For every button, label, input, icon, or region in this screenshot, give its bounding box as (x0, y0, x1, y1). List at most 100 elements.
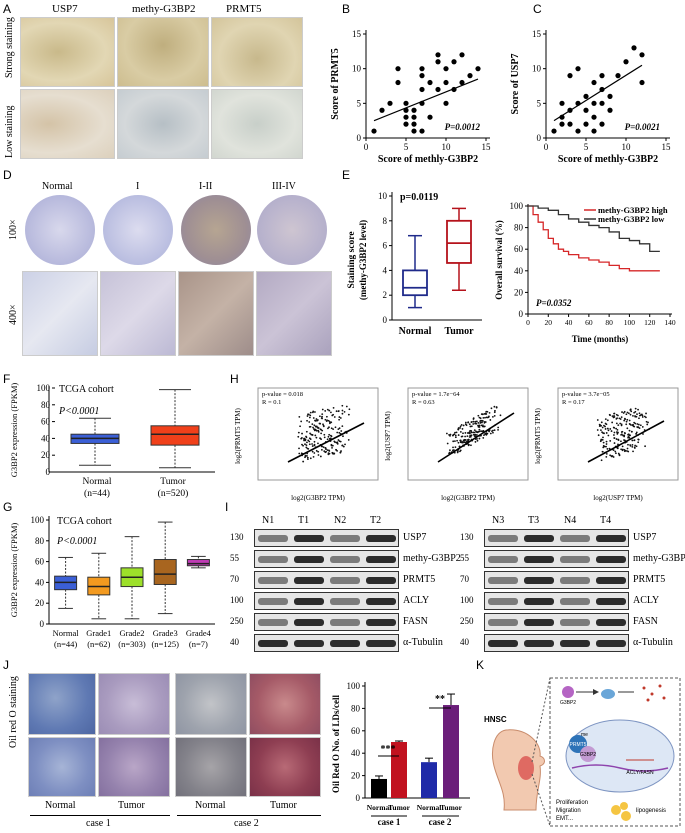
scatter-point (631, 45, 637, 51)
scatter-point (625, 413, 628, 416)
scatter-point (297, 431, 300, 434)
panel-f-label: F (3, 372, 11, 386)
scatter-point (435, 52, 441, 58)
scatter-point (311, 443, 313, 445)
scatter-point (493, 405, 496, 408)
scatter-point (339, 417, 342, 419)
scatter-point (456, 439, 459, 442)
scatter-point (302, 444, 304, 447)
scatter-point (477, 414, 480, 417)
panel-f-ylabel: G3BP2 expression (FPKM) (9, 383, 19, 478)
km-series-line (528, 205, 660, 272)
scatter-point (621, 445, 624, 448)
blot-band (488, 598, 518, 605)
panel-e-ylabel-2: (methy-G3BP2 level) (358, 220, 368, 300)
blot-strip (254, 529, 399, 547)
bar-category-label: Normal (417, 803, 442, 812)
panel-k-out-4: lipogenesis (636, 808, 666, 814)
box-body (150, 425, 200, 446)
panel-k-me: me (581, 732, 588, 738)
blot-band (560, 535, 590, 542)
scatter-point (616, 447, 619, 450)
scatter-point (616, 433, 619, 435)
scatter-point (448, 433, 450, 436)
x-tick-label: 60 (585, 318, 593, 327)
blot-band (524, 556, 554, 563)
panel-f-cat-normal: Normal (82, 477, 111, 487)
scatter-point (623, 431, 626, 434)
scatter-point (472, 431, 475, 434)
scatter-point (605, 432, 608, 434)
scatter-point (470, 430, 473, 432)
lane-label: T2 (370, 515, 382, 526)
category-label: Normal (53, 628, 80, 638)
scatter-point (319, 415, 321, 418)
category-count: (n=125) (151, 639, 179, 649)
scatter-point (459, 450, 461, 453)
scatter-point (628, 436, 631, 439)
y-tick-label: 20 (35, 598, 45, 608)
blot-band (366, 640, 396, 647)
scatter-point (474, 433, 477, 436)
scatter-point (620, 440, 622, 443)
scatter-point (306, 455, 308, 457)
axis-label: log2(USP7 TPM) (384, 411, 392, 461)
panel-c-xlabel: Score of methly-G3BP2 (558, 154, 658, 165)
scatter-point (341, 409, 344, 412)
scatter-point (338, 431, 341, 434)
blot-strip (484, 634, 629, 652)
scatter-point (457, 427, 460, 429)
scatter-point (627, 443, 629, 446)
scatter-point (308, 421, 311, 423)
x-tick-label: 40 (565, 318, 573, 327)
scatter-point (323, 436, 326, 439)
blot-band (258, 598, 288, 605)
panel-a-row-low: Low staining (4, 105, 15, 159)
scatter-point (334, 426, 337, 429)
scatter-point (475, 433, 478, 436)
panel-e-pvalue: p=0.0119 (400, 192, 438, 203)
scatter-point (332, 428, 335, 431)
x-tick-label: 10 (622, 142, 632, 152)
blot-band (294, 640, 324, 647)
scatter-point (633, 447, 636, 449)
scatter-point (325, 415, 328, 418)
ihc-image (100, 271, 176, 356)
category-label: Grade3 (153, 628, 178, 638)
panel-d-col-i: I (136, 181, 140, 192)
lane-label: T3 (528, 515, 540, 526)
scatter-point (336, 442, 339, 445)
y-tick-label: 20 (514, 287, 524, 297)
tma-core-image (181, 195, 251, 265)
scatter-point (395, 79, 401, 86)
scatter-point (492, 431, 494, 434)
panel-k-out-1: Proliferation (556, 800, 588, 806)
panel-c-label: C (533, 2, 542, 16)
x-tick-label: 80 (605, 318, 613, 327)
scatter-point (314, 419, 316, 422)
scatter-point (605, 445, 607, 448)
scatter-point (309, 411, 312, 414)
axis-label: log2(USP7 TPM) (593, 494, 643, 502)
panel-j-label: J (3, 658, 9, 672)
blot-strip (484, 613, 629, 631)
scatter-point (626, 418, 629, 421)
scatter-point (485, 413, 488, 415)
scatter-point (411, 107, 417, 113)
scatter-point (601, 426, 604, 429)
scatter-point (633, 439, 636, 442)
scatter-point (347, 439, 350, 441)
scatter-point (345, 405, 348, 408)
panel-b-scatter: 0 5 10 15 0 5 10 15 Score of PRMT5 Score of met… (330, 29, 491, 165)
y-tick-label: 40 (35, 577, 45, 587)
blot-band (258, 556, 288, 563)
scatter-point (633, 411, 636, 414)
scatter-point (483, 434, 485, 436)
scatter-point (620, 431, 623, 433)
oil-red-image (249, 737, 321, 797)
scatter-point (619, 422, 622, 425)
scatter-point (607, 434, 610, 437)
panel-e-km-curve: 0 20 40 60 80 100 0 20 40 60 80 100 120 140 methy-G3B… (494, 201, 676, 344)
x-tick-label: 15 (662, 142, 672, 152)
scatter-point (348, 408, 351, 411)
